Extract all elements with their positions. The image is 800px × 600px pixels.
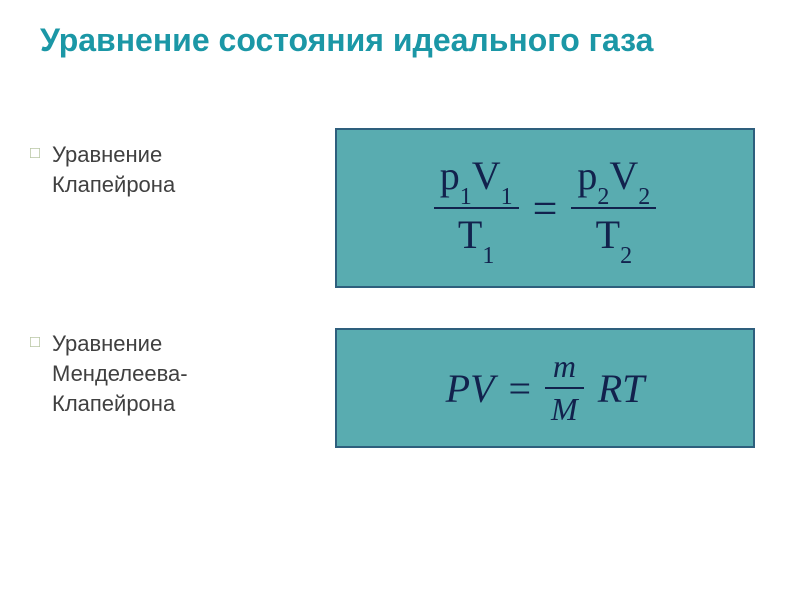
var-p: p	[440, 153, 460, 198]
sub-2c: 2	[620, 243, 632, 269]
fraction-right: p2V2 T2	[571, 150, 656, 266]
formula-column: p1V1 T1 = p2V2 T2 PV	[335, 128, 755, 448]
var-p: P	[446, 366, 470, 411]
clapeyron-equation-box: p1V1 T1 = p2V2 T2	[335, 128, 755, 288]
var-r: R	[598, 366, 622, 411]
var-v: V	[470, 366, 494, 411]
sub-2: 2	[597, 184, 609, 210]
equals-sign: =	[508, 365, 531, 412]
var-m: m	[547, 346, 582, 387]
page-title: Уравнение состояния идеального газа	[0, 0, 800, 70]
sub-1b: 1	[501, 184, 513, 210]
mendeleev-clapeyron-equation-box: PV = m M RT	[335, 328, 755, 448]
list-item: Уравнение Менделеева-Клапейрона	[30, 329, 290, 418]
mendeleev-clapeyron-equation: PV = m M RT	[446, 346, 645, 430]
var-p2: p	[577, 153, 597, 198]
list-item: Уравнение Клапейрона	[30, 140, 290, 199]
equals-sign: =	[533, 183, 558, 234]
var-big-m: M	[545, 389, 584, 430]
var-t: T	[458, 212, 482, 257]
sub-1c: 1	[482, 243, 494, 269]
bullet-list: Уравнение Клапейрона Уравнение Менделеев…	[30, 140, 290, 548]
var-t: T	[622, 366, 644, 411]
var-v: V	[472, 153, 501, 198]
list-item-label: Уравнение Клапейрона	[52, 140, 290, 199]
var-t2: T	[596, 212, 620, 257]
list-item-label: Уравнение Менделеева-Клапейрона	[52, 329, 290, 418]
var-v2: V	[609, 153, 638, 198]
sub-1: 1	[460, 184, 472, 210]
fraction-left: p1V1 T1	[434, 150, 519, 266]
fraction-mm: m M	[545, 346, 584, 430]
bullet-icon	[30, 337, 40, 347]
clapeyron-equation: p1V1 T1 = p2V2 T2	[434, 150, 657, 266]
bullet-icon	[30, 148, 40, 158]
sub-2b: 2	[638, 184, 650, 210]
